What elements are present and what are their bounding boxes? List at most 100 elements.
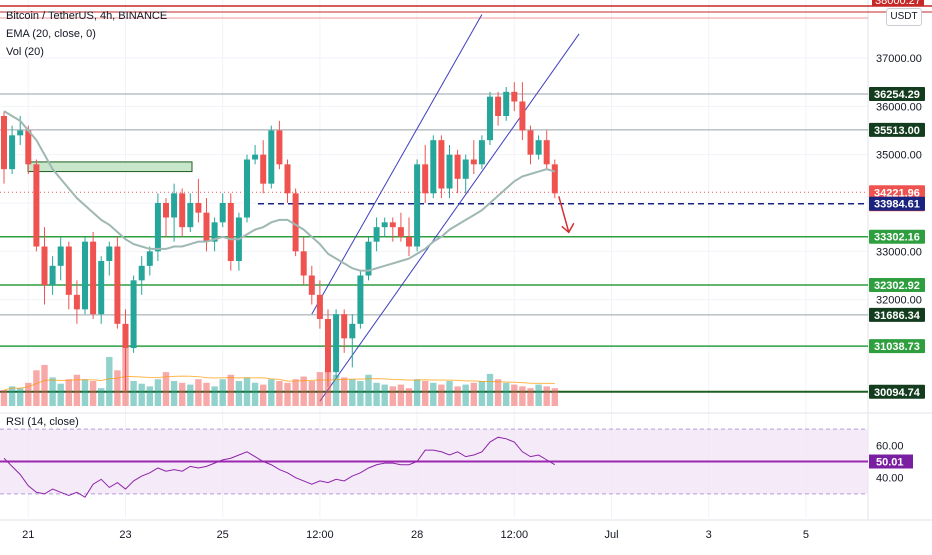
candle-body: [260, 154, 267, 184]
volume-ma-line: [3, 375, 555, 391]
candle-body: [195, 203, 202, 213]
price-tick-label: 36000.00: [876, 101, 922, 113]
currency-badge[interactable]: USDT: [886, 8, 922, 26]
volume-bar: [162, 372, 170, 406]
volume-bar: [154, 379, 162, 406]
volume-bar: [98, 388, 105, 406]
volume-bar: [332, 374, 340, 406]
rsi-line: [3, 436, 556, 498]
rsi-current-tag: 50.01: [876, 457, 904, 469]
candle-body: [397, 227, 404, 237]
volume-bar: [503, 382, 510, 406]
clipped-price-tag: [872, 0, 924, 6]
candle-body: [268, 130, 275, 184]
candle-body: [57, 246, 64, 266]
candle-body: [454, 154, 461, 179]
candle-body: [203, 212, 210, 242]
volume-bar: [33, 370, 40, 406]
rsi-band: [0, 428, 868, 495]
ema-20-line: [3, 110, 556, 272]
candle-body: [171, 193, 178, 218]
candle-body: [511, 91, 518, 102]
time-tick-label: 5: [803, 529, 809, 541]
price-level-tags: 36254.2935513.0034221.9602:3933984.61333…: [869, 87, 925, 469]
trend-channel: [311, 14, 580, 402]
volume-bar: [106, 356, 113, 406]
candle-body: [82, 241, 88, 310]
candle-body: [406, 236, 412, 247]
candle-body: [292, 193, 299, 252]
volume-bar: [170, 381, 178, 406]
rsi-tick-label: 60.00: [876, 440, 904, 452]
channel-upper-line: [311, 14, 483, 315]
price-level-tag: 30094.74: [874, 387, 921, 399]
candle-body: [325, 319, 331, 373]
horizontal-levels: [0, 5, 932, 393]
volume-bar: [316, 372, 324, 406]
volume-bar: [284, 382, 291, 406]
volume-bar: [138, 383, 145, 406]
rsi-current-tag-bg: [869, 454, 913, 469]
volume-bar: [89, 381, 97, 406]
candle-body: [49, 265, 56, 286]
candle-body: [422, 164, 429, 194]
volume-bar: [527, 388, 534, 406]
volume-bar: [203, 382, 210, 406]
volume-bar: [446, 381, 453, 406]
volume-bar: [494, 379, 502, 406]
volume-bar: [251, 382, 259, 406]
volume-bar: [195, 379, 202, 406]
candles: [1, 82, 558, 392]
candle-body: [365, 241, 372, 276]
price-level-tag: 32302.92: [874, 280, 920, 292]
volume-bar: [511, 384, 518, 406]
candle-body: [154, 203, 161, 252]
candle-body: [244, 159, 250, 218]
candle-body: [114, 246, 121, 324]
time-tick-label: 25: [217, 529, 229, 541]
volume-bar: [17, 388, 24, 406]
volume-bar: [73, 374, 81, 406]
time-tick-label: 21: [22, 529, 34, 541]
price-level-tag: 31038.73: [874, 341, 920, 353]
time-tick-label: 12:00: [306, 529, 334, 541]
volume-bar: [373, 382, 380, 406]
volume-bar: [235, 381, 243, 406]
candle-body: [381, 222, 388, 228]
candle-body: [122, 323, 129, 348]
volume-bar: [470, 382, 477, 406]
volume-bar: [430, 382, 437, 406]
price-level-tag-bg: [869, 229, 925, 244]
time-tick-label: 3: [706, 529, 712, 541]
volume-bar: [0, 389, 8, 406]
candle-body: [138, 265, 145, 281]
volume-bar: [25, 382, 32, 406]
volume-legend: Vol (20): [6, 46, 44, 58]
ema-line: [3, 110, 556, 272]
volume-bar: [308, 381, 315, 406]
candle-body: [73, 294, 80, 310]
price-level-tag: 31686.34: [874, 310, 921, 322]
rsi-legend: RSI (14, close): [6, 416, 79, 428]
price-tick-label-clipped: 38000.27: [875, 0, 921, 7]
price-level-tag-bg: [869, 196, 925, 211]
candle-body: [300, 251, 307, 276]
candle-body: [341, 314, 348, 339]
candle-body: [446, 154, 453, 189]
price-level-tag: 33984.61: [874, 199, 920, 211]
price-tick-label: 32000.00: [876, 295, 922, 307]
symbol-title: Bitcoin / TetherUS, 4h, BINANCE: [6, 10, 168, 22]
candle-body: [33, 164, 40, 247]
volume-bars: [0, 348, 558, 406]
candle-body: [414, 164, 421, 247]
volume-bar: [268, 379, 275, 406]
volume-bar: [454, 386, 461, 406]
channel-lower-line: [319, 33, 580, 402]
candle-body: [227, 203, 234, 261]
volume-bar: [422, 381, 429, 406]
volume-bar: [227, 374, 234, 406]
volume-bar: [130, 381, 137, 406]
candle-body: [373, 227, 380, 242]
